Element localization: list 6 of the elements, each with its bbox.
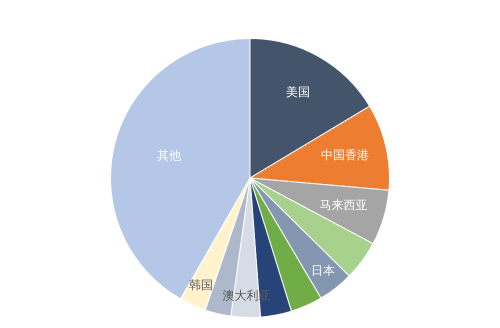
slice-label: 其他	[157, 148, 182, 163]
slice-label: 马来西亚	[320, 198, 368, 212]
slice-label: 美国	[286, 85, 310, 100]
slice-label: 韩国	[189, 278, 214, 292]
slice-label: 日本	[310, 264, 335, 278]
slice-label: 中国香港	[321, 148, 370, 162]
